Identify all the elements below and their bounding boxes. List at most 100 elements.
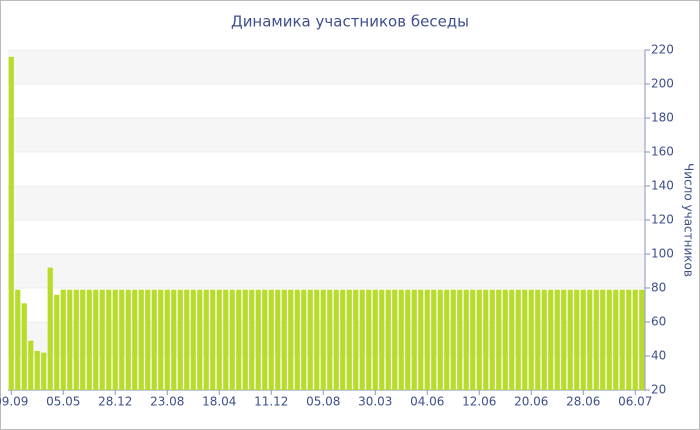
x-tick-label: 23.08 <box>150 395 184 409</box>
x-tick-label: 05.08 <box>306 395 340 409</box>
y-tick-label: 200 <box>651 77 674 91</box>
bar <box>522 289 528 390</box>
bar <box>554 289 560 390</box>
x-tick-label: 28.06 <box>566 395 600 409</box>
bar <box>398 289 404 390</box>
chart-title: Динамика участников беседы <box>231 13 469 31</box>
bar <box>509 289 515 390</box>
bar <box>301 289 307 390</box>
bar <box>587 289 593 390</box>
x-tick-label: 18.04 <box>202 395 236 409</box>
grid-band <box>8 50 645 84</box>
x-tick-label: 28.12 <box>98 395 132 409</box>
x-tick-label: 11.12 <box>254 395 288 409</box>
y-tick-label: 80 <box>651 281 666 295</box>
bar <box>626 289 632 390</box>
bar <box>294 289 300 390</box>
bar <box>112 289 118 390</box>
bar <box>431 289 437 390</box>
bar <box>177 289 183 390</box>
bar <box>437 289 443 390</box>
bar <box>151 289 157 390</box>
bar <box>496 289 502 390</box>
bar <box>561 289 567 390</box>
bar <box>320 289 326 390</box>
bar <box>444 289 450 390</box>
grid-band <box>8 186 645 220</box>
y-tick-label: 180 <box>651 111 674 125</box>
bar <box>28 340 34 390</box>
bar <box>359 289 365 390</box>
bar <box>327 289 333 390</box>
bar <box>314 289 320 390</box>
bar <box>275 289 281 390</box>
bar <box>190 289 196 390</box>
bar <box>606 289 612 390</box>
y-tick-label: 160 <box>651 145 674 159</box>
bar <box>125 289 131 390</box>
bar <box>541 289 547 390</box>
bar <box>158 289 164 390</box>
grid-band <box>8 254 645 288</box>
bar <box>593 289 599 390</box>
bar <box>457 289 463 390</box>
bar <box>164 289 170 390</box>
bar <box>424 289 430 390</box>
bar <box>203 289 209 390</box>
bar <box>171 289 177 390</box>
bar <box>333 289 339 390</box>
bar <box>288 289 294 390</box>
bar <box>619 289 625 390</box>
y-tick-label: 60 <box>651 315 666 329</box>
bar <box>145 289 151 390</box>
bar <box>463 289 469 390</box>
bar <box>119 289 125 390</box>
bar <box>613 289 619 390</box>
bar <box>67 289 73 390</box>
bar <box>99 289 105 390</box>
bar <box>346 289 352 390</box>
bar <box>15 289 21 390</box>
x-tick-label: 09.09 <box>0 395 28 409</box>
bar <box>385 289 391 390</box>
bar <box>106 289 112 390</box>
x-tick-label: 06.07 <box>618 395 652 409</box>
bar <box>580 289 586 390</box>
y-tick-label: 40 <box>651 349 666 363</box>
bar <box>307 289 313 390</box>
bar <box>535 289 541 390</box>
bar <box>366 289 372 390</box>
x-tick-label: 12.06 <box>462 395 496 409</box>
bar <box>242 289 248 390</box>
bar <box>210 289 216 390</box>
x-tick-label: 20.06 <box>514 395 548 409</box>
bar <box>392 289 398 390</box>
bar <box>502 289 508 390</box>
bar <box>236 289 242 390</box>
y-axis-label: Число участников <box>682 163 696 277</box>
bar <box>268 289 274 390</box>
bar <box>372 289 378 390</box>
y-tick-label: 20 <box>651 383 666 397</box>
bar <box>379 289 385 390</box>
bar <box>41 352 47 390</box>
bar <box>489 289 495 390</box>
bar <box>281 289 287 390</box>
bar <box>223 289 229 390</box>
bar <box>450 289 456 390</box>
bar <box>132 289 138 390</box>
bar <box>411 289 417 390</box>
bar <box>528 289 534 390</box>
bar <box>262 289 268 390</box>
bar <box>21 303 27 390</box>
bar <box>483 289 489 390</box>
bar <box>93 289 99 390</box>
bar <box>86 289 92 390</box>
bar <box>229 289 235 390</box>
bar <box>574 289 580 390</box>
bar <box>216 289 222 390</box>
bar <box>470 289 476 390</box>
x-tick-label: 05.05 <box>46 395 80 409</box>
bar <box>54 294 60 390</box>
